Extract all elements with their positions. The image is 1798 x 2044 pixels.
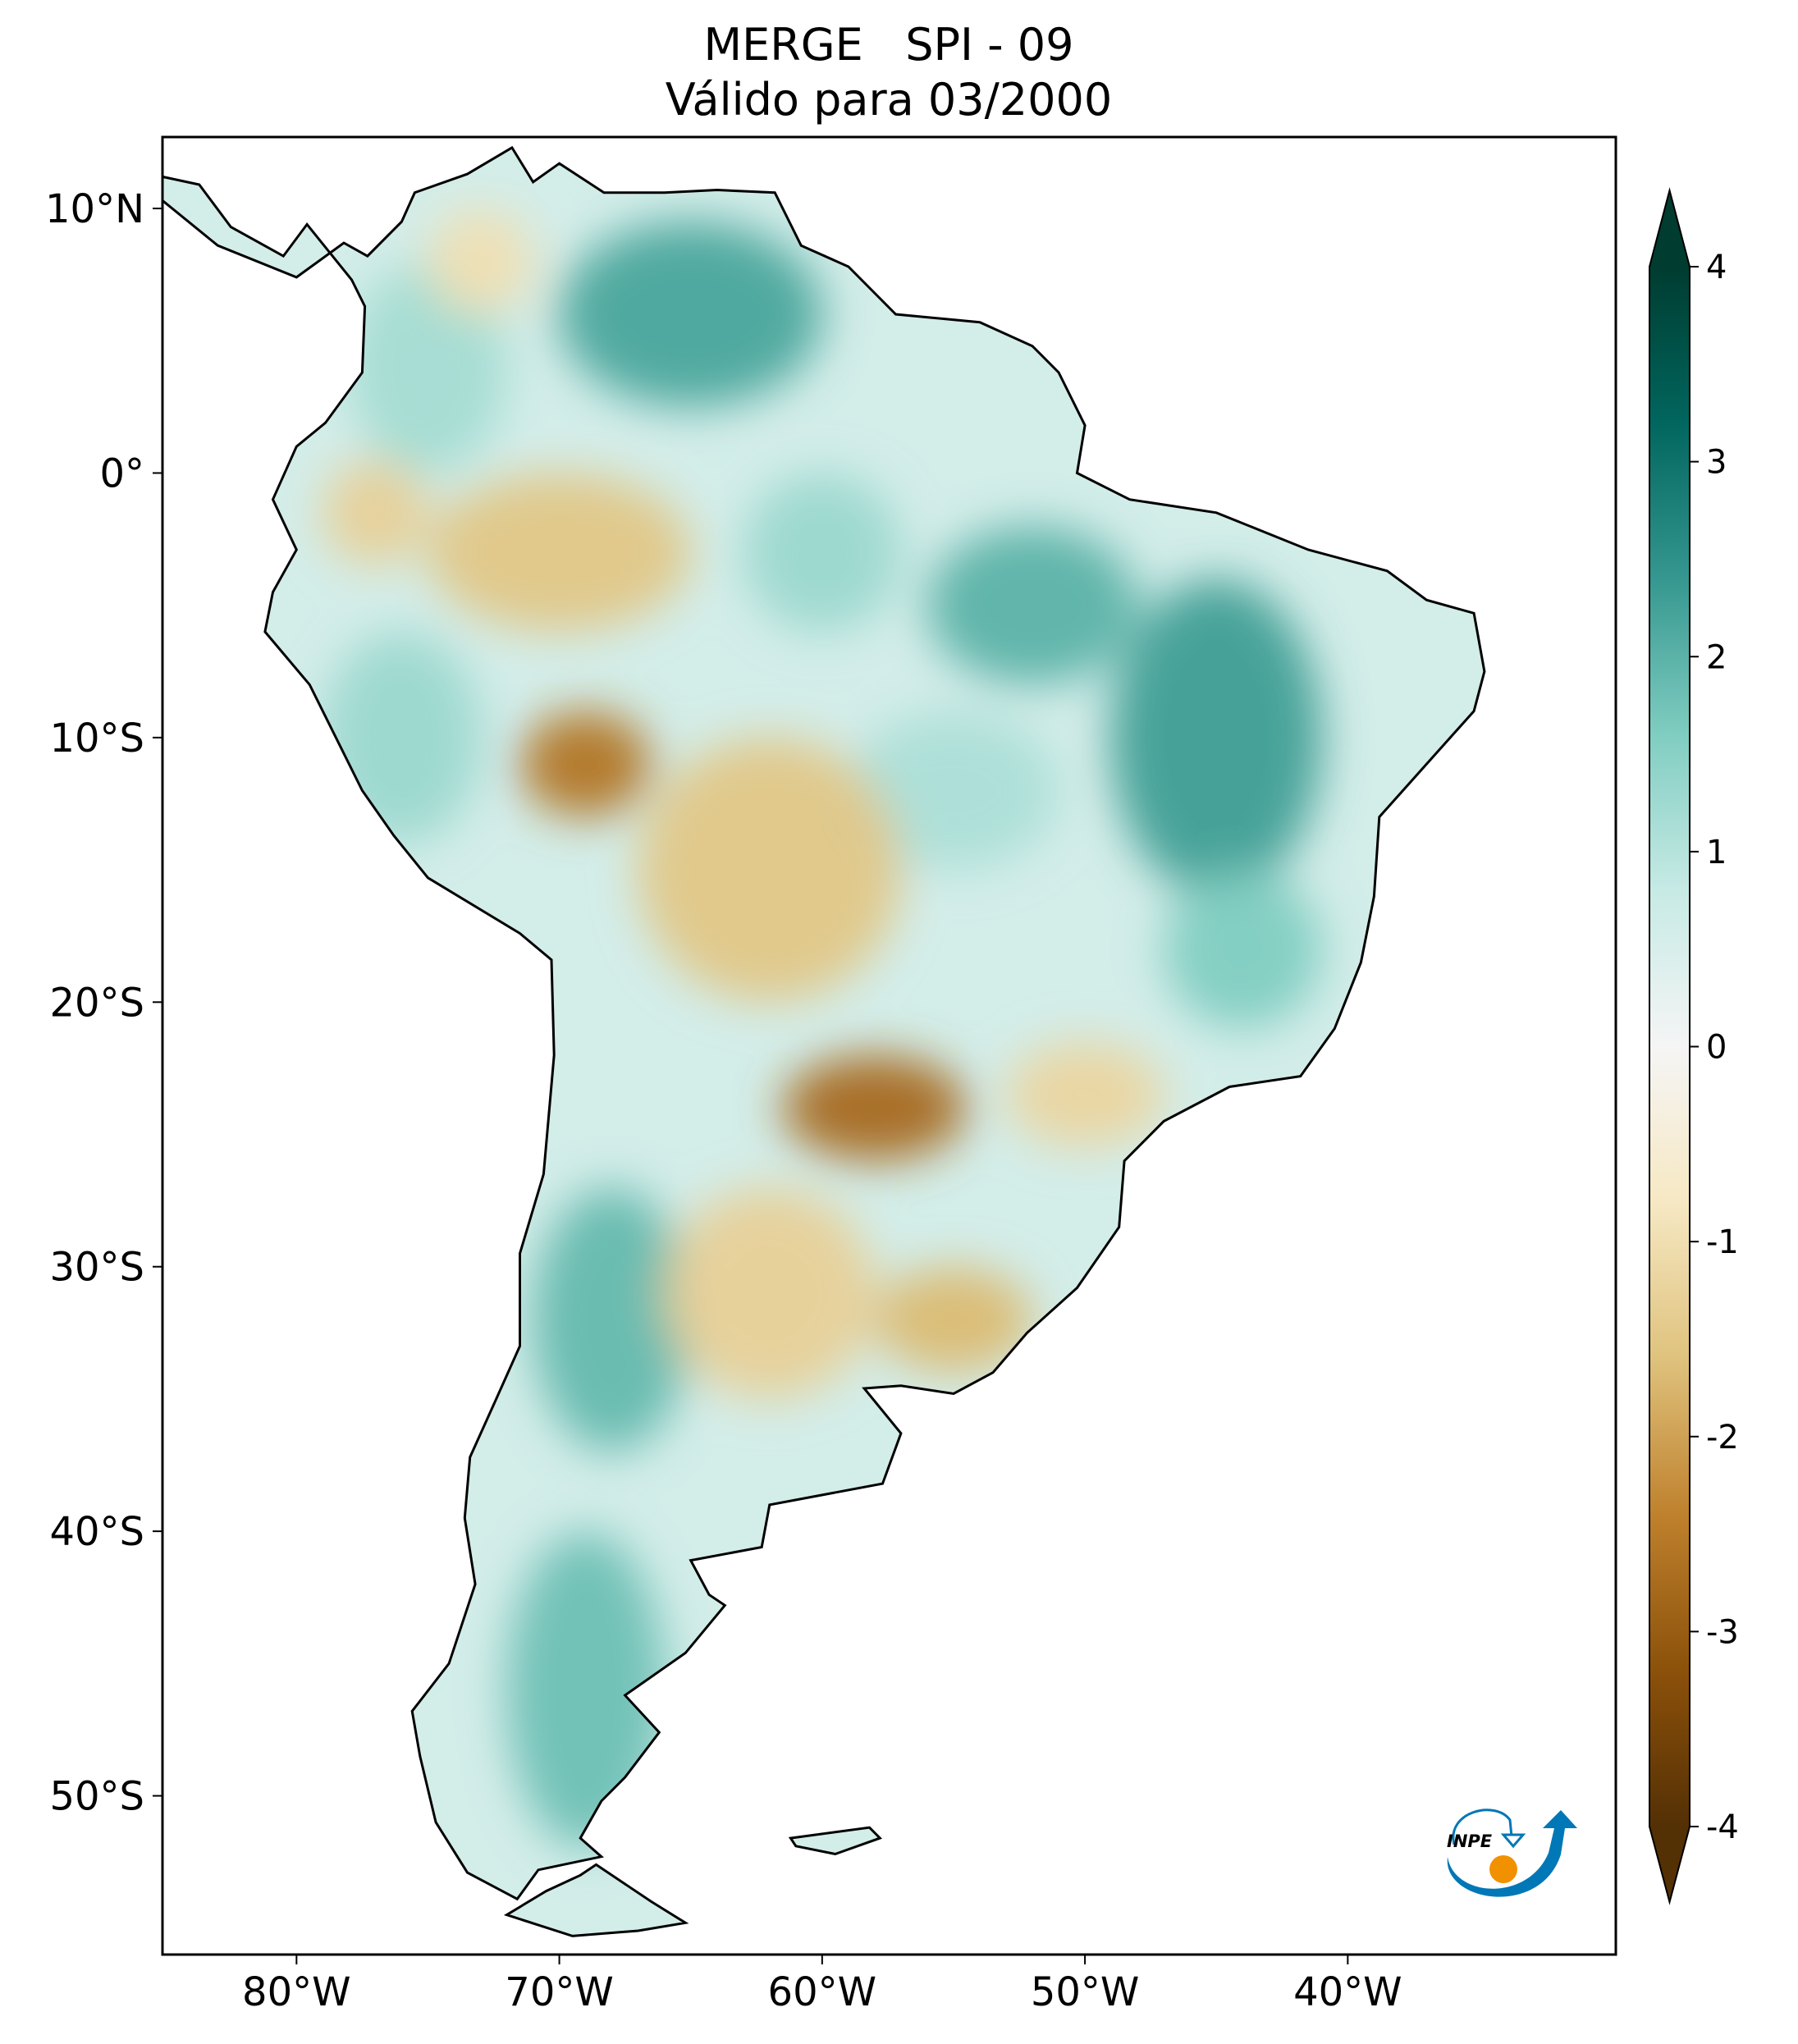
coastline bbox=[161, 145, 1486, 1937]
y-tick-label: 10°S bbox=[49, 716, 144, 761]
coastline-path bbox=[161, 145, 1486, 1937]
x-tick-label: 80°W bbox=[242, 1969, 351, 2015]
y-tick-label: 30°S bbox=[49, 1245, 144, 1291]
colorbar-tick-label: 2 bbox=[1706, 638, 1727, 676]
map-frame bbox=[161, 135, 1617, 1956]
spi-field bbox=[162, 147, 1485, 1937]
colorbar-gradient bbox=[1649, 267, 1690, 1827]
colorbar-tick-label: 1 bbox=[1706, 834, 1727, 871]
y-tick-label: 20°S bbox=[49, 980, 144, 1026]
anomaly-region bbox=[638, 738, 902, 1003]
anomaly-region bbox=[782, 1054, 968, 1161]
colorbar-tick-label: 4 bbox=[1706, 249, 1727, 286]
inpe-logo: INPE bbox=[1438, 1795, 1577, 1904]
colorbar-tick-label: 3 bbox=[1706, 444, 1727, 482]
y-tick-label: 40°S bbox=[49, 1509, 144, 1555]
anomaly-region bbox=[428, 473, 692, 632]
anomaly-region bbox=[1163, 870, 1322, 1029]
x-tick-label: 40°W bbox=[1293, 1969, 1402, 2015]
anomaly-region bbox=[323, 460, 428, 566]
anomaly-region bbox=[848, 711, 1059, 870]
colorbar-tick-label: 0 bbox=[1706, 1029, 1727, 1067]
colorbar-extend-max bbox=[1649, 190, 1690, 267]
colorbar: 4 3 2 1 0 -1 -2 -3 -4 bbox=[1649, 187, 1739, 1905]
x-tick-label: 50°W bbox=[1031, 1969, 1140, 2015]
anomaly-region bbox=[664, 1187, 876, 1399]
anomaly-region bbox=[743, 473, 902, 632]
y-tick-label: 50°S bbox=[49, 1774, 144, 1820]
logo-text: INPE bbox=[1447, 1831, 1493, 1851]
x-tick-label: 70°W bbox=[505, 1969, 614, 2015]
y-tick-label: 10°N bbox=[45, 186, 144, 232]
colorbar-tick-label: -2 bbox=[1706, 1419, 1739, 1456]
colorbar-tick-label: -3 bbox=[1706, 1613, 1739, 1651]
anomaly-region bbox=[349, 261, 507, 473]
colorbar-extend-min bbox=[1649, 1827, 1690, 1902]
anomaly-region bbox=[559, 222, 823, 407]
chart-title: MERGE SPI - 09 bbox=[703, 19, 1074, 71]
colorbar-tick-label: -1 bbox=[1706, 1223, 1739, 1261]
anomaly-region bbox=[1110, 578, 1322, 897]
anomaly-region bbox=[323, 632, 481, 844]
anomaly-region bbox=[533, 1187, 691, 1452]
chart-subtitle: Válido para 03/2000 bbox=[665, 74, 1113, 126]
anomaly-region bbox=[428, 208, 533, 314]
y-tick-label: 0° bbox=[99, 450, 144, 496]
anomaly-region bbox=[926, 526, 1138, 685]
anomaly-region bbox=[1005, 1041, 1164, 1148]
anomaly-region bbox=[519, 711, 652, 817]
x-tick-label: 60°W bbox=[768, 1969, 877, 2015]
anomaly-region bbox=[874, 1266, 1033, 1373]
colorbar-tick-label: -4 bbox=[1706, 1809, 1739, 1846]
anomaly-region bbox=[506, 1531, 665, 1849]
